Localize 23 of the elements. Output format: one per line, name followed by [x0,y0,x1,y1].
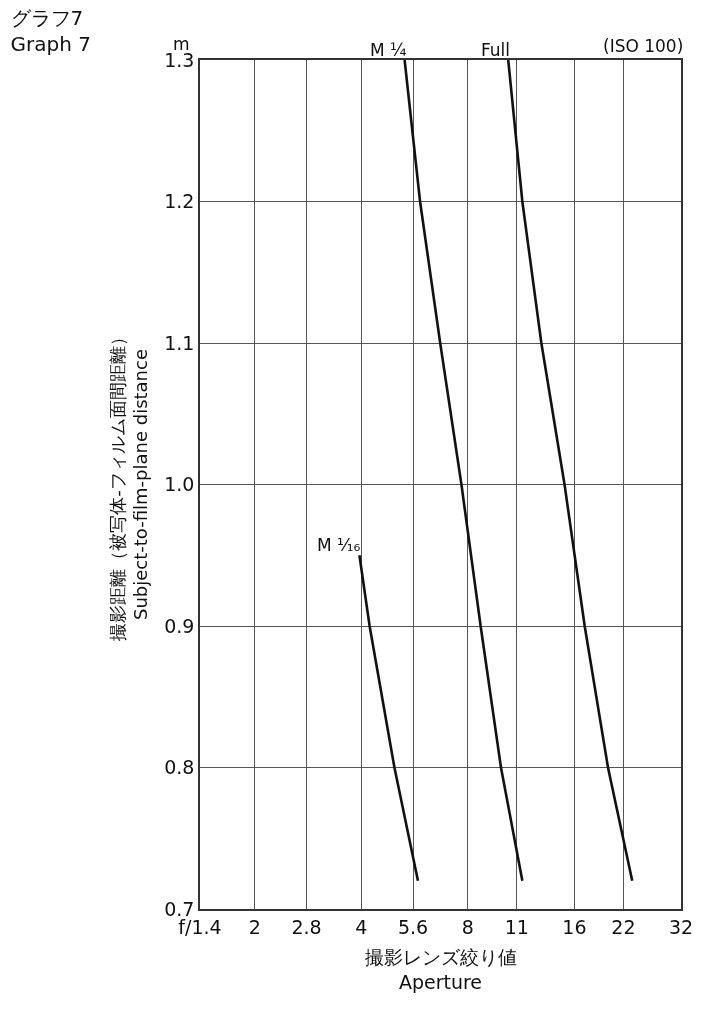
y-tick-label: 0.9 [164,614,195,637]
x-tick-label: 16 [562,915,587,938]
x-tick-label: 22 [611,915,636,938]
series-label: M ¹⁄₁₆ [317,535,361,555]
series-label: Full [481,40,511,60]
x-axis-title: 撮影レンズ絞り値 Aperture [364,945,517,993]
y-tick-label: 1.0 [164,473,195,496]
y-axis-title: 撮影距離（被写体-フィルム面間距離） Subject-to-film-plane distance [106,328,151,641]
x-tick-label: 32 [668,915,694,938]
chart-title: グラフ7 Graph 7 [10,6,92,57]
text: m [173,34,190,54]
series-label: M ¼ [370,40,407,60]
x-tick-label: 4 [355,915,368,938]
x-tick-label: 5.6 [397,915,429,938]
x-tick-label: 11 [504,915,529,938]
y-tick-label: 1.1 [164,331,195,354]
y-tick-label: 0.8 [164,756,195,779]
text: (ISO 100) [603,36,684,56]
line-series [358,553,420,882]
x-tick-label: 2 [248,915,261,938]
x-tick-label: 2.8 [291,915,322,938]
y-tick-label: 1.2 [164,190,195,213]
x-tick-label: 8 [461,915,474,938]
